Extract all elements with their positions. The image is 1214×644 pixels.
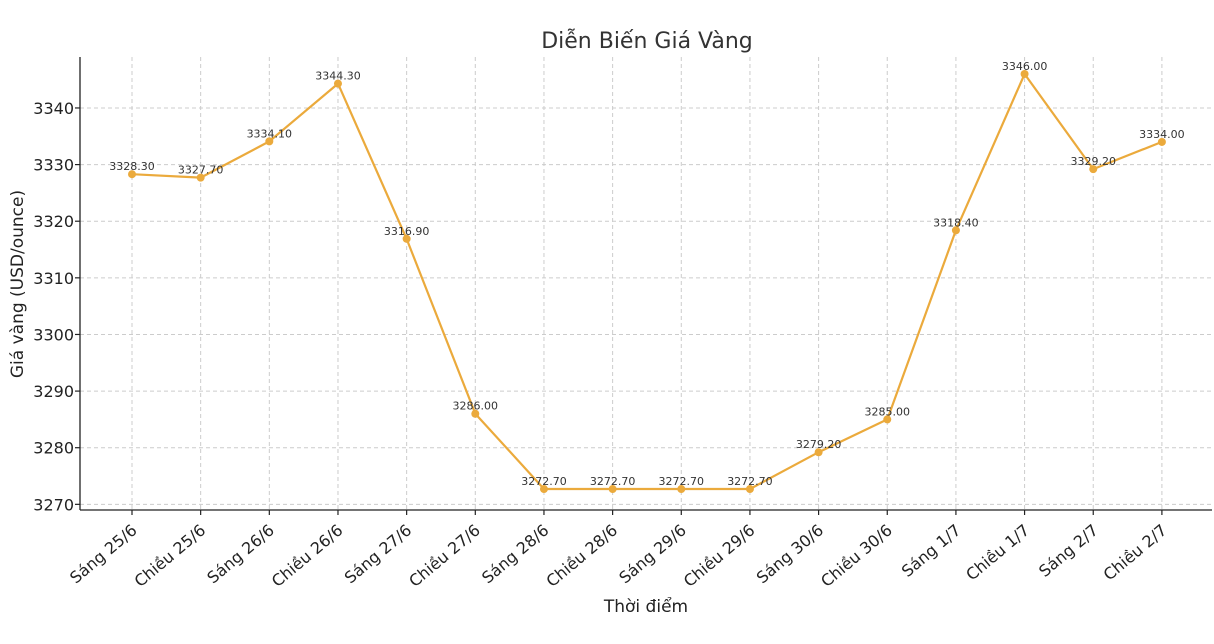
data-point xyxy=(745,485,754,494)
data-point xyxy=(814,448,823,457)
data-point xyxy=(128,170,136,179)
data-label: 3327.70 xyxy=(178,164,224,177)
data-point xyxy=(608,485,617,494)
y-tick-label: 3270 xyxy=(33,495,74,514)
x-tick-label: Sáng 28/6 xyxy=(478,521,552,588)
axes xyxy=(79,57,1212,511)
x-tick-label: Chiều 29/6 xyxy=(680,521,759,591)
data-point xyxy=(951,226,960,235)
data-point xyxy=(1157,137,1166,146)
grid-lines xyxy=(80,57,1212,510)
data-label: 3329.20 xyxy=(1070,155,1116,168)
x-tick-label: Chiều 26/6 xyxy=(268,521,347,591)
data-label: 3318.40 xyxy=(933,216,979,229)
x-tick-label: Sáng 27/6 xyxy=(341,521,415,588)
data-label: 3344.30 xyxy=(315,70,361,83)
x-tick-label: Chiều 2/7 xyxy=(1100,521,1171,585)
y-tick-label: 3330 xyxy=(33,156,74,175)
x-tick-label: Sáng 30/6 xyxy=(753,521,827,588)
data-label: 3328.30 xyxy=(109,160,155,173)
data-label: 3272.70 xyxy=(521,475,567,488)
y-tick-label: 3280 xyxy=(33,439,74,458)
x-tick-label: Sáng 1/7 xyxy=(898,521,965,581)
x-tick-label: Chiều 1/7 xyxy=(962,521,1033,585)
data-label: 3334.10 xyxy=(247,127,293,140)
data-labels: 3328.30 3327.70 3334.10 3344.30 3316.90 3286.… xyxy=(109,60,1184,488)
x-tick-label: Sáng 26/6 xyxy=(203,521,277,588)
x-tick-label: Chiều 25/6 xyxy=(131,521,210,591)
y-tick-label: 3300 xyxy=(33,325,74,344)
price-series xyxy=(128,69,1166,494)
data-point xyxy=(677,485,686,494)
y-tick-label: 3320 xyxy=(33,212,74,231)
data-label: 3334.00 xyxy=(1139,128,1185,141)
x-axis-label: Thời điểm xyxy=(603,596,688,617)
data-point xyxy=(883,415,892,424)
data-point xyxy=(196,173,205,182)
data-point xyxy=(539,485,548,494)
data-point xyxy=(265,137,274,146)
data-label: 3272.70 xyxy=(590,475,636,488)
x-tick-label: Sáng 2/7 xyxy=(1035,521,1102,581)
data-label: 3346.00 xyxy=(1002,60,1048,73)
x-tick-label: Chiều 27/6 xyxy=(405,521,484,591)
data-label: 3272.70 xyxy=(727,475,773,488)
data-label: 3279.20 xyxy=(796,438,842,451)
y-tick-label: 3340 xyxy=(33,99,74,118)
y-axis-label: Giá vàng (USD/ounce) xyxy=(8,190,28,378)
data-label: 3272.70 xyxy=(659,475,705,488)
x-tick-label: Sáng 25/6 xyxy=(66,521,140,588)
x-tick-label: Sáng 29/6 xyxy=(615,521,689,588)
x-tick-label: Chiều 28/6 xyxy=(543,521,622,591)
data-point xyxy=(333,79,342,88)
y-tick-label: 3310 xyxy=(33,269,74,288)
y-tick-label: 3290 xyxy=(33,382,74,401)
data-point xyxy=(1020,69,1029,78)
data-label: 3316.90 xyxy=(384,225,430,238)
data-point xyxy=(471,409,480,418)
data-point xyxy=(402,234,411,243)
data-label: 3286.00 xyxy=(453,400,499,413)
data-point xyxy=(1089,165,1098,174)
x-tick-label: Chiều 30/6 xyxy=(817,521,896,591)
chart-title: Diễn Biến Giá Vàng xyxy=(541,28,753,54)
y-ticks: 3270 3280 3290 3300 3310 3320 3330 3340 xyxy=(33,99,80,514)
data-label: 3285.00 xyxy=(865,405,911,418)
series-line xyxy=(131,72,1163,491)
